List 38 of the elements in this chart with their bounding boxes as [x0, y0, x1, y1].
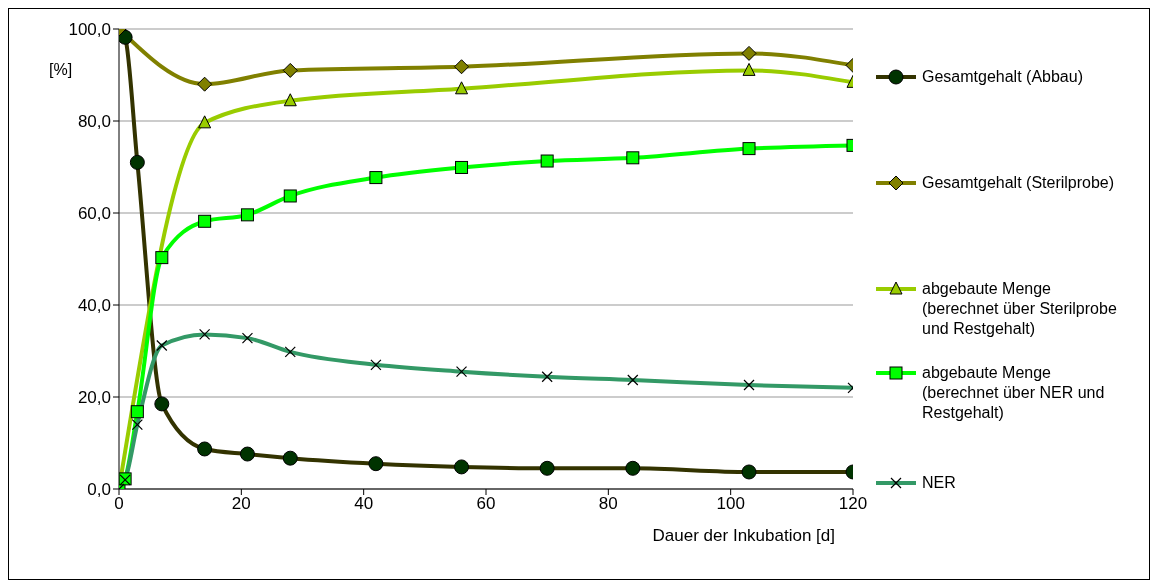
point	[283, 93, 297, 107]
point	[197, 76, 213, 92]
y-tick-label: 80,0	[77, 112, 111, 132]
y-tick-label: 20,0	[77, 388, 111, 408]
x-tick-label: 80	[598, 494, 618, 514]
y-tick-label: 60,0	[77, 204, 111, 224]
point	[455, 160, 469, 174]
y-tick-label: 100,0	[68, 20, 111, 40]
y-tick-label: 0,0	[87, 480, 111, 500]
point	[369, 171, 383, 185]
y-axis-title: [%]	[49, 61, 73, 79]
point	[240, 208, 254, 222]
x-tick-label: 20	[231, 494, 251, 514]
legend-label: abgebaute Menge (berechnet über NER und Restgehalt)	[922, 363, 1106, 423]
point	[198, 214, 212, 228]
x-tick-label: 60	[476, 494, 496, 514]
x-tick-label: 0	[114, 494, 124, 514]
y-tick-label: 40,0	[77, 296, 111, 316]
point	[626, 151, 640, 165]
legend-label: Gesamtgehalt (Sterilprobe)	[922, 173, 1115, 193]
point	[742, 62, 756, 76]
point	[741, 45, 757, 61]
point	[454, 59, 470, 75]
x-tick-label: 40	[354, 494, 374, 514]
legend-label: abgebaute Menge (berechnet über Sterilprobe und Restgehalt)	[922, 279, 1118, 339]
point	[155, 251, 169, 265]
x-tick-label: 100	[716, 494, 745, 514]
point	[540, 154, 554, 168]
point	[455, 81, 469, 95]
point	[198, 115, 212, 129]
x-tick-label: 120	[838, 494, 868, 514]
point	[742, 142, 756, 156]
legend-label: NER	[922, 473, 956, 493]
x-axis-title: Dauer der Inkubation [d]	[652, 526, 835, 545]
legend-label: Gesamtgehalt (Abbau)	[922, 67, 1083, 87]
point	[130, 405, 144, 419]
point	[282, 62, 298, 78]
point	[283, 189, 297, 203]
